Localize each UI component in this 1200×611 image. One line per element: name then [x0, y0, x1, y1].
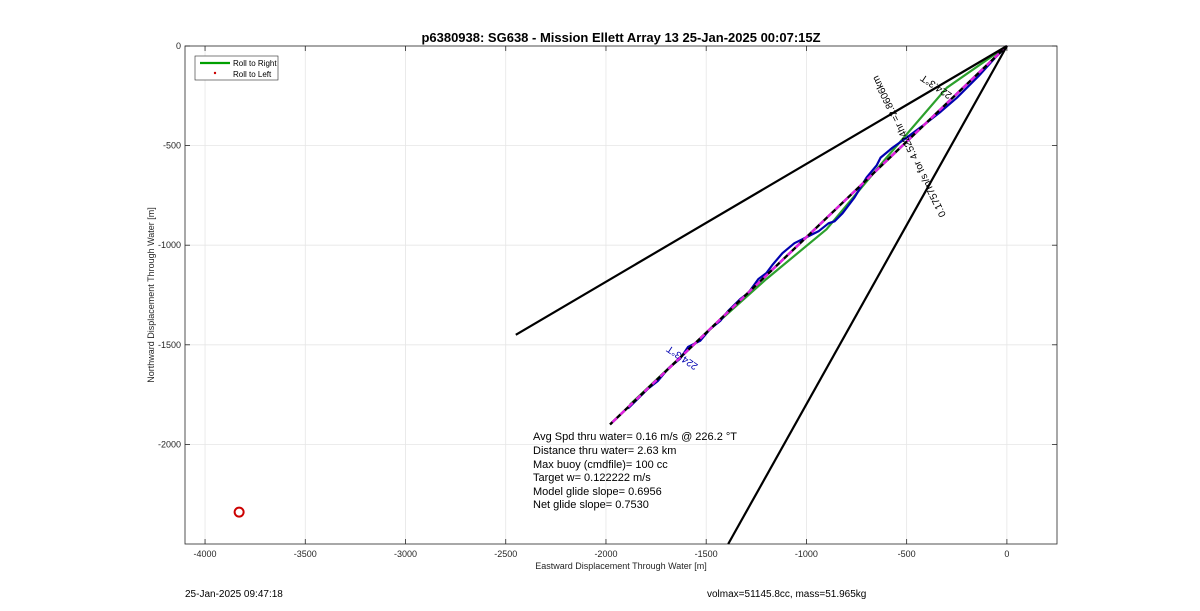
legend: Roll to Right Roll to Left [194, 55, 279, 81]
chart-title: p6380938: SG638 - Mission Ellett Array 1… [421, 30, 820, 45]
x-tick-label: -500 [898, 549, 916, 559]
legend-box [194, 55, 279, 81]
legend-dot-roll-left [213, 71, 217, 75]
y-tick-label: -1500 [158, 340, 181, 350]
x-axis-label: Eastward Displacement Through Water [m] [535, 561, 707, 571]
x-tick-label: -2000 [594, 549, 617, 559]
y-tick-label: -2000 [158, 439, 181, 449]
start-marker [233, 506, 245, 518]
envelope-line-upper [515, 45, 1008, 336]
envelope-line-lower [727, 45, 1008, 545]
x-tick-label: -4000 [194, 549, 217, 559]
glider-track [627, 45, 1008, 410]
annotation-block: Avg Spd thru water= 0.16 m/s @ 226.2 °T … [533, 431, 737, 511]
plot-frame [184, 45, 1058, 545]
model-heading-line [609, 45, 1008, 426]
y-axis-label: Northward Displacement Through Water [m] [146, 207, 156, 383]
legend-label-roll-left: Roll to Left [233, 70, 272, 79]
x-tick-label: -2500 [494, 549, 517, 559]
x-tick-label: 0 [1004, 549, 1009, 559]
series-layer [233, 45, 1008, 545]
axis-ticks: -4000 -3500 -3000 -2500 -2000 -1500 -1000 -500 0… [158, 41, 1057, 559]
footer-volume-mass: volmax=51145.8cc, mass=51.965kg [707, 589, 867, 600]
x-tick-label: -3500 [294, 549, 317, 559]
y-tick-label: -1000 [158, 240, 181, 250]
annotation-distance: Distance thru water= 2.63 km [533, 445, 676, 457]
annotation-model-glide: Model glide slope= 0.6956 [533, 486, 662, 498]
x-tick-label: -1500 [695, 549, 718, 559]
annotation-avg-speed: Avg Spd thru water= 0.16 m/s @ 226.2 °T [533, 431, 737, 443]
y-tick-label: 0 [176, 41, 181, 51]
x-tick-label: -3000 [394, 549, 417, 559]
annotation-net-glide: Net glide slope= 0.7530 [533, 499, 649, 511]
footer-timestamp: 25-Jan-2025 09:47:18 [185, 589, 283, 600]
legend-label-roll-right: Roll to Right [233, 59, 277, 68]
y-tick-label: -500 [163, 141, 181, 151]
x-tick-label: -1000 [795, 549, 818, 559]
annotation-target-w: Target w= 0.122222 m/s [533, 472, 651, 484]
annotation-max-buoy: Max buoy (cmdfile)= 100 cc [533, 459, 668, 471]
